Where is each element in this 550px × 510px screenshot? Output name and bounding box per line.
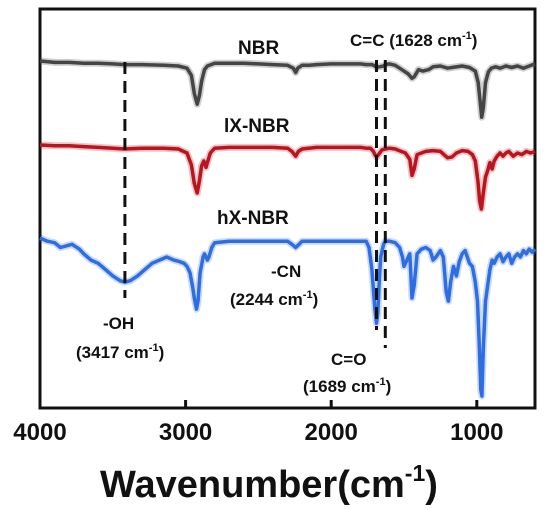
annotation-cn-close: ) (313, 290, 319, 309)
x-axis-title-sup: -1 (405, 460, 426, 486)
x-axis-title: Wavenumber(cm-1) (100, 460, 438, 506)
plot-frame (38, 7, 537, 410)
annotation-oh-sup: -1 (149, 342, 159, 354)
annotation-co-sup: -1 (376, 376, 386, 388)
series-label-lxnbr: lX-NBR (224, 116, 290, 137)
x-tick-label-4000: 4000 (13, 419, 66, 446)
annotation-co-close: ) (386, 377, 392, 396)
annotation-cc-text: C=C (1628 cm (350, 31, 462, 50)
x-tick-label-2000: 2000 (305, 419, 358, 446)
series-label-hxnbr: hX-NBR (217, 208, 289, 229)
series-glow-nbr (39, 57, 537, 121)
annotation-co-wavenumber: (1689 cm-1) (303, 376, 391, 396)
annotation-co-wave-text: (1689 cm (303, 377, 376, 396)
series-line-hx-nbr (39, 236, 537, 398)
annotation-cn-sup: -1 (303, 289, 313, 301)
annotation-cn-wavenumber: (2244 cm-1) (230, 289, 318, 309)
reference-lines (123, 60, 387, 348)
annotation-cc-close: ) (472, 31, 478, 50)
series-glow-lx-nbr (39, 141, 537, 213)
series-label-nbr: NBR (238, 38, 279, 59)
annotation-cc-sup: -1 (462, 30, 472, 42)
annotation-oh-wave-text: (3417 cm (76, 343, 149, 362)
annotation-cn: -CN (271, 262, 301, 281)
series-layer (38, 57, 538, 400)
annotation-oh-wavenumber: (3417 cm-1) (76, 342, 164, 362)
x-axis-title-close: ) (425, 464, 438, 506)
annotation-cn-wave-text: (2244 cm (230, 290, 303, 309)
annotation-oh: -OH (103, 314, 134, 333)
annotation-cc: C=C (1628 cm-1) (350, 30, 477, 50)
x-tick-label-3000: 3000 (159, 419, 212, 446)
x-tick-label-1000: 1000 (450, 419, 503, 446)
x-axis-title-text: Wavenumber(cm (100, 464, 405, 506)
x-axis-ticks: 4000 3000 2000 1000 (13, 400, 503, 446)
series-line-lx-nbr (39, 143, 536, 211)
annotation-co: C=O (331, 350, 366, 369)
annotation-oh-close: ) (159, 343, 165, 362)
